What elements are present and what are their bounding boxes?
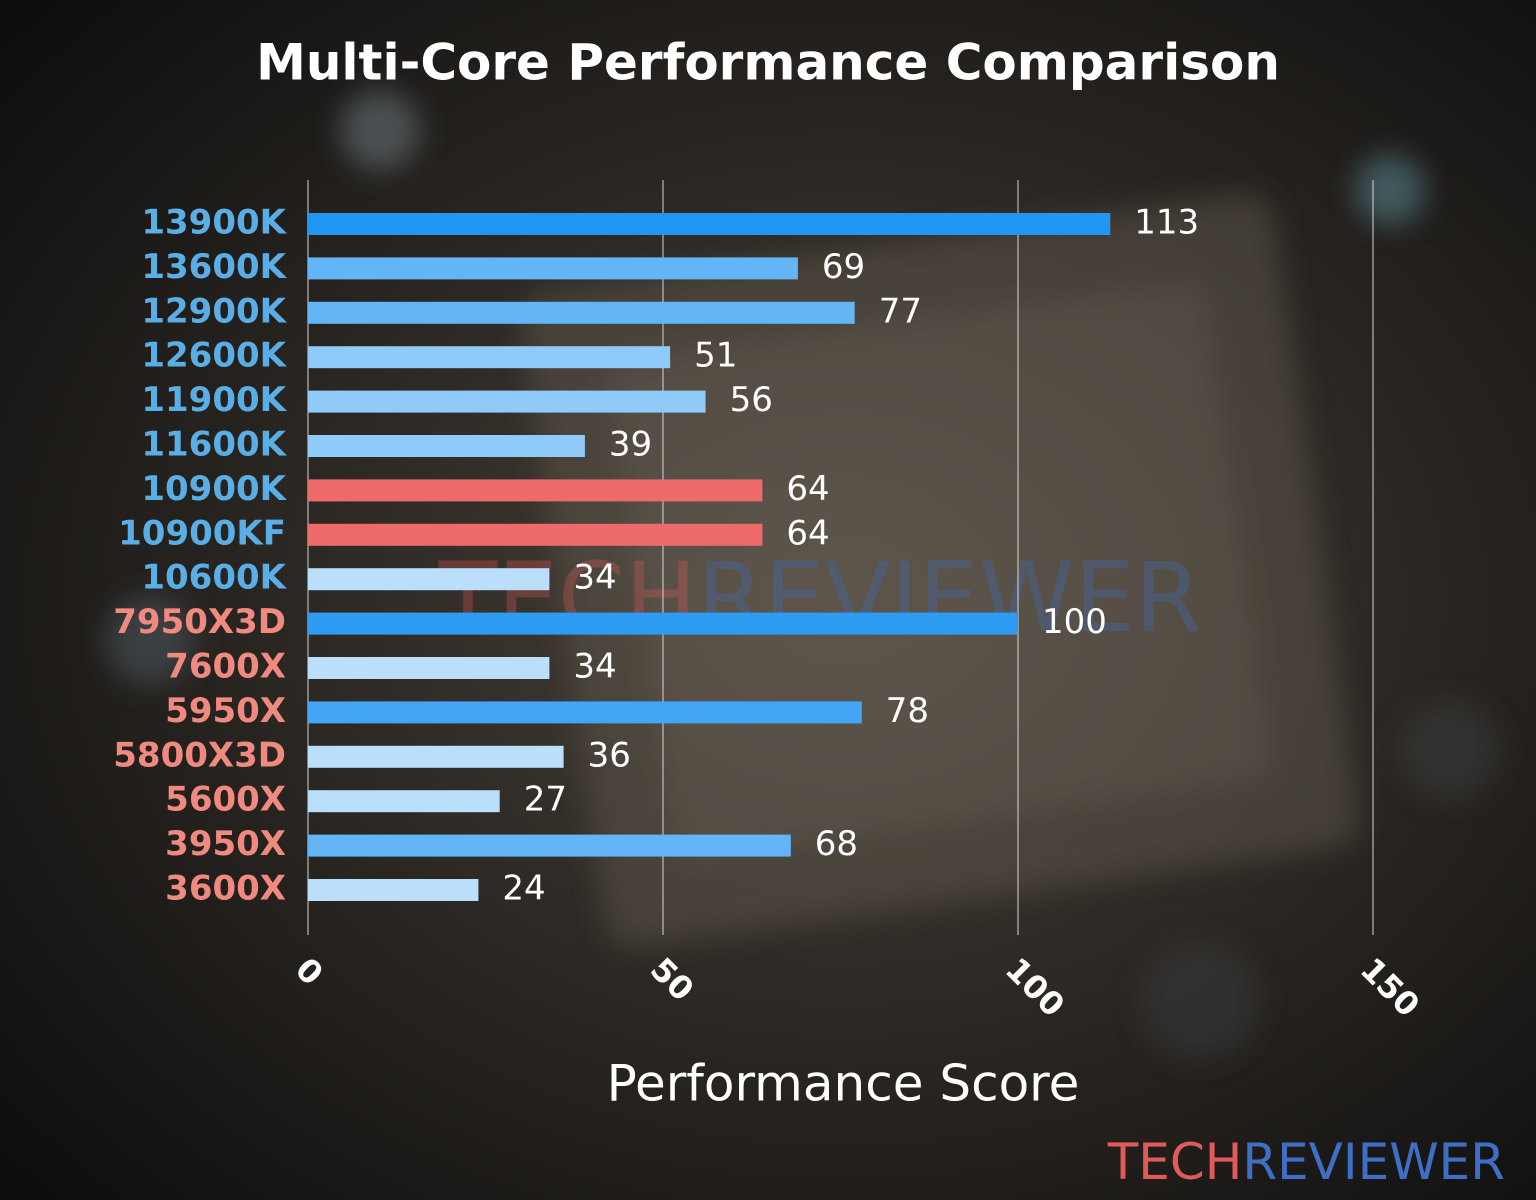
y-tick-label: 12600K bbox=[141, 336, 287, 376]
bar bbox=[308, 346, 671, 369]
y-tick-label: 3600X bbox=[165, 869, 286, 909]
value-label: 34 bbox=[573, 647, 616, 687]
bar bbox=[308, 834, 791, 857]
value-label: 39 bbox=[609, 425, 652, 465]
y-tick-label: 11600K bbox=[141, 425, 287, 465]
bar bbox=[308, 612, 1018, 635]
value-label: 77 bbox=[879, 291, 922, 331]
y-tick-label: 10600K bbox=[141, 558, 287, 598]
watermark-part: REVIEWER bbox=[697, 542, 1201, 654]
bar bbox=[308, 213, 1111, 235]
value-label: 36 bbox=[588, 735, 631, 775]
y-tick-label: 13600K bbox=[141, 247, 287, 287]
value-label: 34 bbox=[573, 558, 616, 598]
y-tick-label: 7600X bbox=[165, 647, 286, 687]
bar bbox=[308, 435, 585, 457]
value-label: 64 bbox=[786, 469, 829, 509]
y-tick-label: 5800X3D bbox=[113, 735, 286, 775]
value-label: 69 bbox=[822, 247, 865, 287]
x-axis-label: Performance Score bbox=[607, 1055, 1080, 1113]
value-label: 64 bbox=[786, 513, 829, 553]
value-label: 51 bbox=[694, 336, 737, 376]
value-label: 56 bbox=[730, 380, 773, 420]
background-decoration bbox=[105, 90, 1500, 1060]
bar bbox=[308, 745, 564, 768]
bar bbox=[308, 790, 500, 813]
bar bbox=[308, 523, 763, 546]
value-label: 68 bbox=[815, 824, 858, 864]
bar bbox=[308, 657, 550, 679]
brand-part: TECH bbox=[1107, 1133, 1243, 1191]
y-tick-label: 11900K bbox=[141, 380, 287, 420]
y-tick-label: 12900K bbox=[141, 291, 287, 331]
bar bbox=[308, 879, 479, 901]
y-tick-label: 5950X bbox=[165, 691, 286, 731]
chart-title: Multi-Core Performance Comparison bbox=[256, 34, 1280, 92]
value-label: 78 bbox=[886, 691, 929, 731]
bar bbox=[308, 479, 763, 502]
bar bbox=[308, 390, 706, 413]
y-tick-label: 10900KF bbox=[118, 513, 286, 553]
brand-logo: TECHREVIEWER bbox=[1107, 1133, 1505, 1191]
bar bbox=[308, 257, 798, 280]
watermark: TECHREVIEWER bbox=[438, 542, 1202, 654]
y-tick-label: 7950X3D bbox=[113, 602, 286, 642]
watermark-part: TECH bbox=[438, 542, 698, 654]
brand-part: REVIEWER bbox=[1242, 1133, 1505, 1191]
bar bbox=[308, 568, 550, 591]
y-tick-label: 5600X bbox=[165, 780, 286, 820]
value-label: 27 bbox=[524, 780, 567, 820]
bar bbox=[308, 701, 862, 724]
value-label: 113 bbox=[1134, 203, 1199, 243]
y-tick-label: 10900K bbox=[141, 469, 287, 509]
y-tick-label: 13900K bbox=[141, 203, 287, 243]
y-tick-label: 3950X bbox=[165, 824, 286, 864]
bar bbox=[308, 301, 855, 324]
value-label: 24 bbox=[502, 869, 545, 909]
value-label: 100 bbox=[1042, 602, 1107, 642]
